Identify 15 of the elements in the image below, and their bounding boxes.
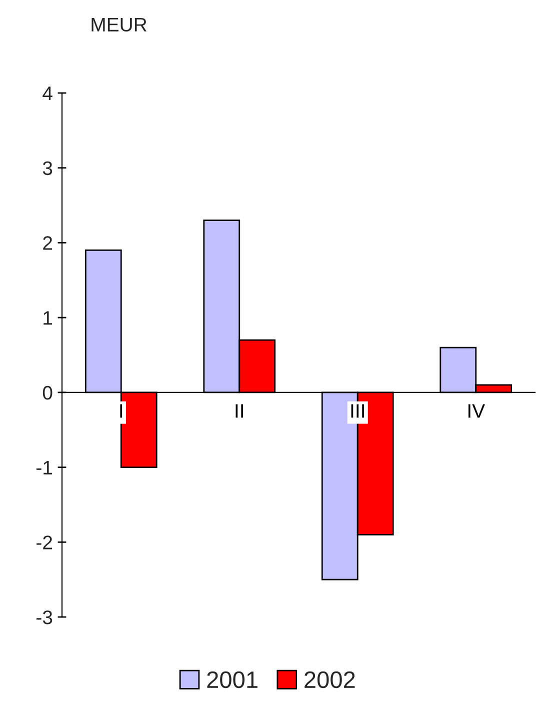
- y-tick-label: 3: [42, 161, 52, 176]
- x-tick-label: IV: [468, 404, 485, 418]
- x-tick-label: I: [120, 404, 122, 418]
- legend-label: 2001: [207, 671, 258, 688]
- y-tick-label: 2: [43, 236, 52, 250]
- y-tick-label: 1: [44, 311, 52, 325]
- x-tick-label: III: [351, 404, 364, 418]
- x-tick-label: II: [236, 404, 243, 418]
- y-tick-label: -1: [36, 460, 52, 474]
- y-tick-label: 0: [42, 386, 52, 400]
- y-tick-label: -2: [36, 536, 52, 550]
- legend-label: 2002: [304, 671, 355, 688]
- y-tick-label: -3: [36, 610, 52, 624]
- y-tick-label: 4: [42, 86, 52, 100]
- y-axis-title: MEUR: [92, 18, 146, 32]
